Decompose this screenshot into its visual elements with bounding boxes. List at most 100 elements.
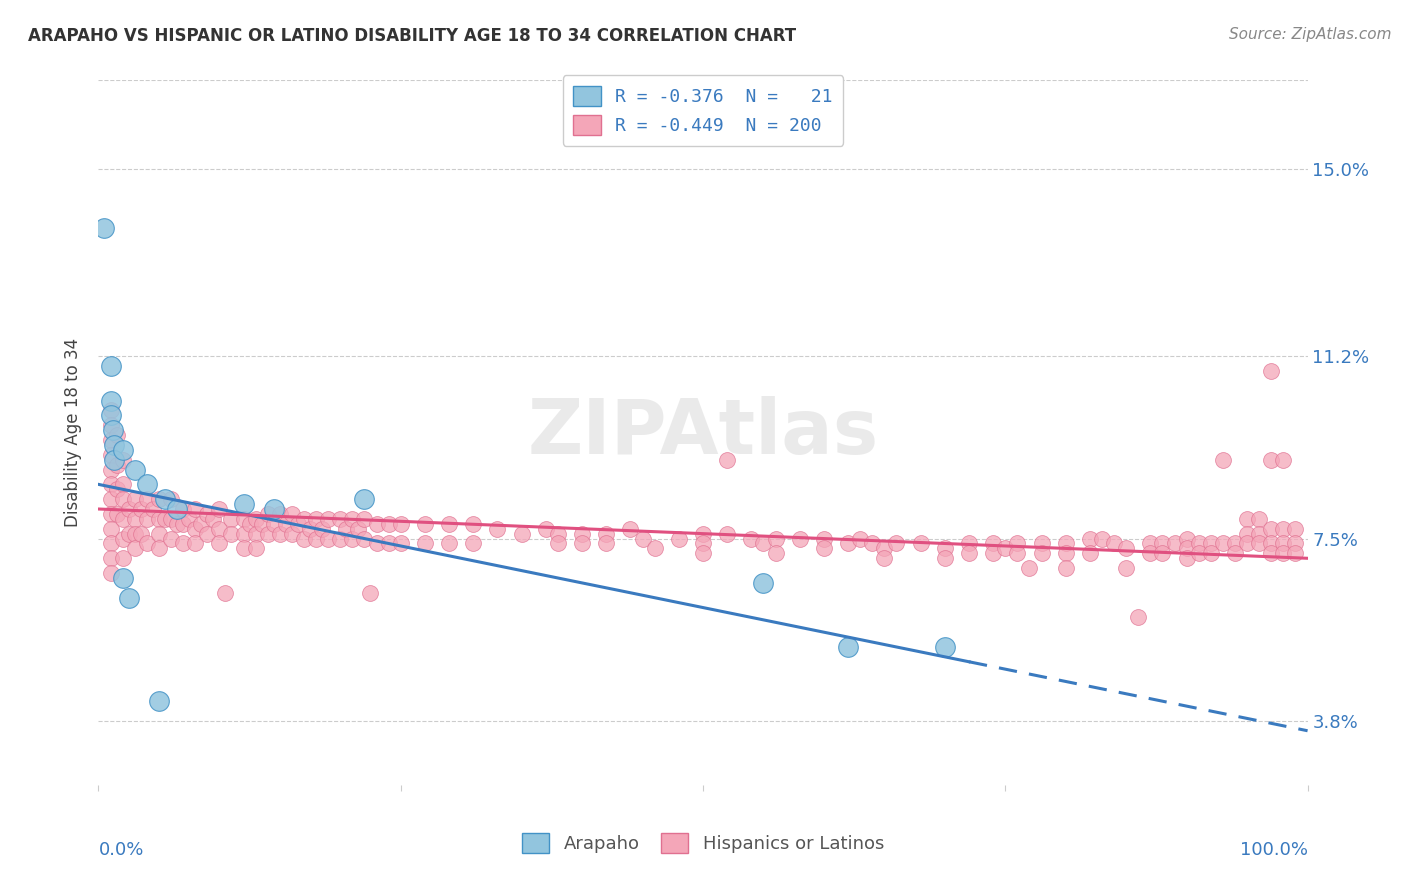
Point: [1223, 536, 1246, 550]
Point: [100, 492, 122, 507]
Point: [360, 586, 382, 600]
Point: [377, 536, 399, 550]
Point: [179, 512, 201, 526]
Text: Source: ZipAtlas.com: Source: ZipAtlas.com: [1229, 27, 1392, 42]
Point: [1272, 546, 1295, 560]
Point: [221, 512, 243, 526]
Point: [1249, 536, 1271, 550]
Point: [124, 541, 146, 556]
Point: [957, 536, 980, 550]
Point: [934, 541, 956, 556]
Point: [1115, 541, 1137, 556]
Point: [100, 551, 122, 566]
Point: [1128, 610, 1150, 624]
Point: [813, 541, 835, 556]
Point: [148, 512, 170, 526]
Text: 100.0%: 100.0%: [1240, 841, 1308, 859]
Point: [342, 512, 364, 526]
Point: [1031, 546, 1053, 560]
Point: [105, 428, 128, 442]
Point: [1199, 546, 1222, 560]
Point: [100, 462, 122, 476]
Point: [752, 575, 775, 590]
Point: [463, 536, 485, 550]
Point: [281, 507, 304, 521]
Point: [232, 526, 254, 541]
Point: [873, 551, 896, 566]
Point: [101, 423, 124, 437]
Point: [389, 516, 412, 531]
Point: [692, 526, 714, 541]
Point: [716, 526, 738, 541]
Point: [166, 516, 188, 531]
Point: [148, 526, 170, 541]
Point: [692, 536, 714, 550]
Point: [269, 526, 291, 541]
Point: [813, 532, 835, 546]
Point: [1115, 561, 1137, 575]
Point: [135, 492, 157, 507]
Point: [347, 522, 370, 536]
Point: [342, 532, 364, 546]
Point: [299, 522, 322, 536]
Point: [1249, 512, 1271, 526]
Point: [160, 512, 183, 526]
Point: [1031, 536, 1053, 550]
Point: [437, 516, 460, 531]
Point: [692, 546, 714, 560]
Point: [208, 522, 231, 536]
Point: [100, 566, 122, 580]
Point: [263, 516, 285, 531]
Point: [100, 403, 122, 417]
Point: [1163, 536, 1185, 550]
Point: [105, 458, 128, 472]
Point: [190, 516, 212, 531]
Point: [184, 536, 207, 550]
Point: [1175, 541, 1198, 556]
Point: [100, 433, 122, 447]
Point: [353, 532, 375, 546]
Point: [195, 526, 218, 541]
Point: [316, 512, 339, 526]
Point: [103, 438, 125, 452]
Point: [789, 532, 811, 546]
Point: [981, 546, 1004, 560]
Point: [250, 516, 273, 531]
Point: [100, 359, 122, 373]
Point: [160, 532, 183, 546]
Point: [353, 492, 375, 507]
Point: [256, 526, 278, 541]
Point: [668, 532, 690, 546]
Point: [202, 512, 225, 526]
Point: [957, 546, 980, 560]
Point: [571, 526, 593, 541]
Point: [111, 532, 134, 546]
Point: [118, 526, 141, 541]
Point: [366, 536, 388, 550]
Point: [135, 536, 157, 550]
Point: [305, 512, 328, 526]
Point: [463, 516, 485, 531]
Point: [1223, 546, 1246, 560]
Point: [1139, 536, 1161, 550]
Point: [135, 512, 157, 526]
Point: [547, 536, 569, 550]
Point: [860, 536, 883, 550]
Point: [105, 483, 128, 497]
Point: [124, 492, 146, 507]
Point: [1102, 536, 1125, 550]
Point: [292, 512, 315, 526]
Point: [837, 536, 859, 550]
Point: [1260, 546, 1282, 560]
Point: [311, 522, 333, 536]
Point: [100, 409, 122, 423]
Point: [1007, 546, 1029, 560]
Point: [100, 477, 122, 491]
Point: [111, 492, 134, 507]
Point: [1188, 536, 1211, 550]
Point: [111, 512, 134, 526]
Point: [595, 526, 617, 541]
Text: ZIPAtlas: ZIPAtlas: [527, 396, 879, 469]
Point: [148, 694, 170, 708]
Point: [184, 502, 207, 516]
